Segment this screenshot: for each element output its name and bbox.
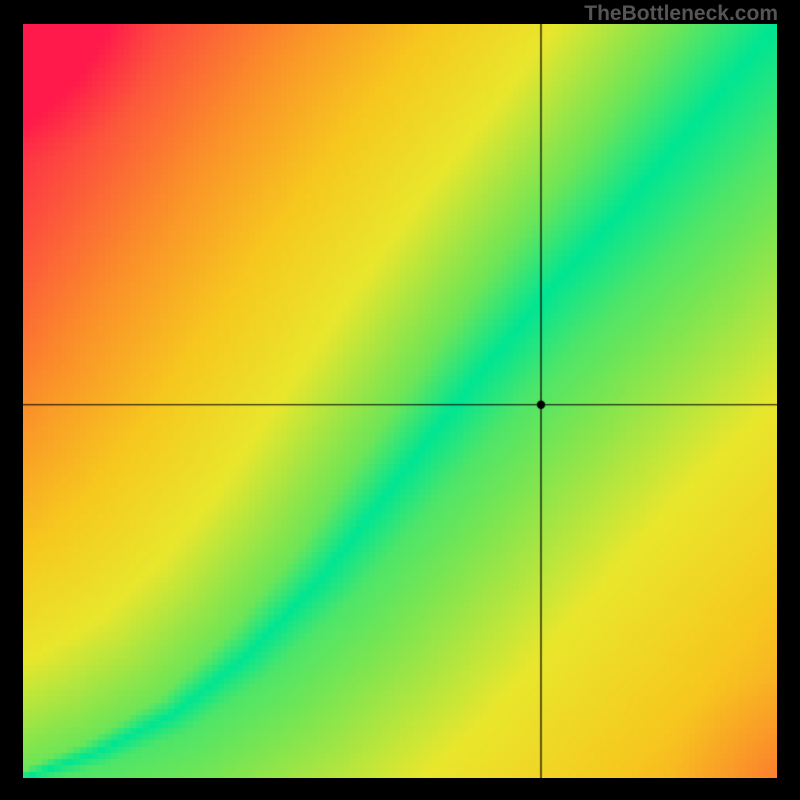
bottleneck-heatmap (23, 24, 777, 778)
watermark-text: TheBottleneck.com (584, 2, 778, 26)
